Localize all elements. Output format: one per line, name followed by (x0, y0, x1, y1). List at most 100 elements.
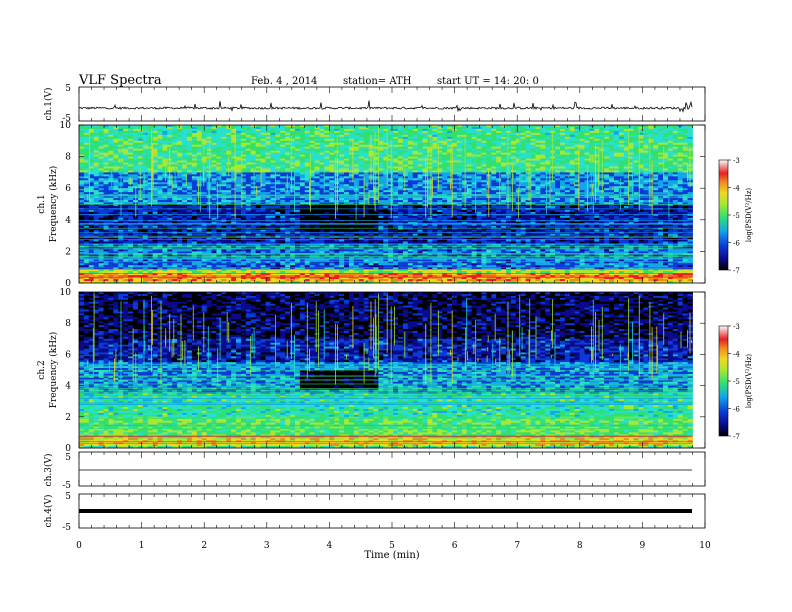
spec-cell (618, 134, 625, 138)
spec-cell (491, 142, 497, 146)
spec-cell (383, 125, 389, 128)
spec-cell (108, 140, 114, 144)
spec-cell (231, 130, 237, 134)
spec-cell (682, 134, 688, 138)
spec-cell (461, 140, 468, 144)
spec-cell (314, 126, 320, 130)
spec-cell (486, 128, 492, 132)
spec-cell (108, 125, 114, 128)
spec-cell (667, 136, 674, 140)
spec-cell (103, 140, 109, 144)
spec-cell (559, 125, 566, 128)
spec-cell (265, 126, 271, 130)
spec-cell (452, 134, 458, 138)
spec-cell (191, 142, 198, 146)
spec-cell (564, 128, 571, 132)
spec-cell (658, 128, 664, 132)
spec-cell (589, 126, 595, 130)
spec-cell (319, 132, 325, 136)
spec-cell (535, 125, 541, 128)
spec-cell (559, 126, 566, 130)
spec-cell (437, 128, 443, 132)
spec-cell (211, 125, 217, 128)
spec-cell (505, 136, 512, 140)
spec-cell (574, 138, 580, 142)
spec-cell (152, 128, 158, 132)
spec-cell (535, 134, 541, 138)
spec-cell (270, 134, 276, 138)
spec-cell (290, 140, 296, 144)
spec-cell (623, 134, 630, 138)
spec-cell (353, 140, 360, 144)
spec-cell (373, 138, 379, 142)
spec-cell (476, 140, 482, 144)
spec-cell (152, 125, 158, 128)
spec-cell (240, 134, 247, 138)
spec-cell (226, 128, 232, 132)
spec-cell (137, 136, 144, 140)
spec-cell (412, 136, 419, 140)
spec-cell (491, 132, 497, 136)
spec-cell (191, 130, 198, 134)
spec-cell (496, 128, 502, 132)
spec-cell (579, 125, 585, 128)
spec-cell (638, 126, 644, 130)
spec-cell (471, 126, 477, 130)
spec-cell (422, 126, 428, 130)
spec-cell (260, 134, 266, 138)
spec-cell (510, 134, 517, 138)
spec-cell (245, 140, 252, 144)
spec-cell (309, 138, 315, 142)
spec-cell (417, 128, 423, 132)
spec-cell (294, 125, 301, 128)
spec-cell (324, 125, 330, 128)
spec-cell (236, 142, 242, 146)
spec-cell (196, 134, 203, 138)
spec-cell (285, 142, 291, 146)
spec-cell (137, 125, 144, 128)
spec-cell (88, 130, 95, 134)
spec-cell (496, 142, 502, 146)
spec-cell (221, 136, 227, 140)
spec-cell (93, 144, 100, 148)
spec-cell (604, 136, 610, 140)
spec-cell (348, 136, 355, 140)
spec-cell (319, 138, 325, 142)
spec-cell (162, 142, 168, 146)
spec-cell (123, 138, 129, 142)
spec-cell (363, 142, 369, 146)
spec-cell (471, 136, 477, 140)
spec-cell (432, 136, 438, 140)
spec-cell (285, 138, 291, 142)
spec-cell (412, 126, 419, 130)
spec-cell (275, 126, 281, 130)
spec-cell (348, 134, 355, 138)
spec-cell (456, 130, 463, 134)
spec-cell (265, 140, 271, 144)
spec-cell (520, 128, 527, 132)
spec-cell (201, 134, 208, 138)
spec-cell (569, 140, 576, 144)
spec-cell (113, 126, 119, 130)
spec-cell (412, 140, 419, 144)
spec-cell (206, 134, 212, 138)
spec-cell (412, 134, 419, 138)
spec-cell (294, 126, 301, 130)
spec-cell (250, 132, 257, 136)
spec-cell (290, 134, 296, 138)
spec-cell (167, 128, 173, 132)
spec-cell (294, 138, 301, 142)
spec-cell (152, 130, 158, 134)
spec-cell (275, 140, 281, 144)
spec-cell (339, 130, 345, 134)
spec-cell (275, 130, 281, 134)
spec-cell (348, 132, 355, 136)
spec-cell (363, 138, 369, 142)
spec-cell (633, 134, 639, 138)
spec-cell (270, 128, 276, 132)
spec-cell (613, 128, 620, 132)
spec-cell (496, 125, 502, 128)
spec-cell (505, 138, 512, 142)
spec-cell (594, 136, 600, 140)
spec-cell (648, 134, 654, 138)
